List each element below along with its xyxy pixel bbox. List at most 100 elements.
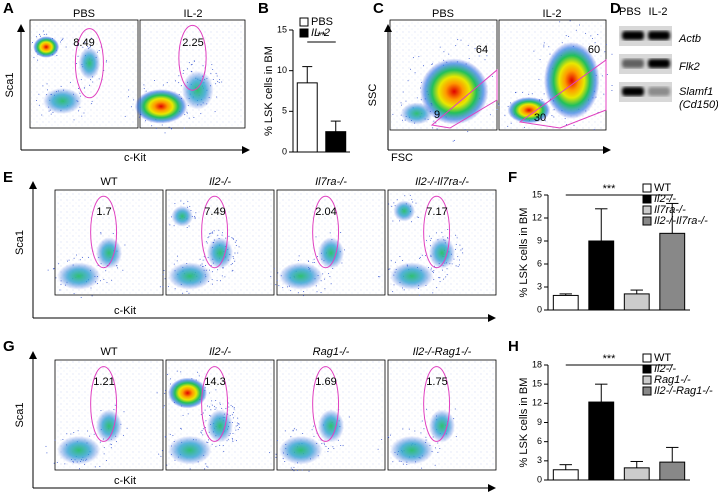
flow-dot [38,104,40,106]
flow-dot [178,94,180,96]
panel-letter: B [258,0,269,17]
flow-dot [332,446,334,448]
flow-dot [46,452,48,454]
flow-dot [38,93,40,95]
flow-dot [425,436,427,438]
flow-dot [298,255,300,257]
flow-dot [399,255,401,257]
flow-dot [225,237,227,239]
flow-dot [410,68,412,70]
flow-density [168,262,212,290]
gate-value: 9 [434,109,440,121]
flow-dot [187,201,189,203]
flow-dot [180,200,182,202]
panel-letter: E [3,169,13,186]
flow-dot [313,261,315,263]
flow-dot [76,63,78,65]
flow-dot [173,225,175,227]
flow-dot [235,240,237,242]
flow-dot [105,270,107,272]
flow-dot [78,44,80,46]
flow-dot [158,453,160,455]
flow-dot [230,264,232,266]
flow-dot [431,270,433,272]
flow-dot [37,59,39,61]
flow-dot [231,438,233,440]
flow-density [42,88,82,114]
legend-swatch [642,194,652,204]
flow-density [182,70,214,110]
flow-dot [133,99,135,101]
flow-dot [431,64,433,66]
flow-dot [400,104,402,106]
flow-dot [273,268,275,270]
flow-dot [216,280,218,282]
flow-dot [235,245,237,247]
flow-dot [100,410,102,412]
flow-dot [82,46,84,48]
flow-dot [316,256,318,258]
flow-dot [341,262,343,264]
panel-letter: C [373,0,384,17]
flow-dot [290,436,292,438]
flow-dot [301,469,303,471]
flow-dot [284,430,286,432]
flow-dot [223,450,225,452]
flow-dot [161,124,163,126]
flow-dot [439,46,441,48]
flow-dot [234,252,236,254]
flow-density [33,36,60,58]
plot-title: Il2-/-Rag1-/- [413,346,472,358]
flow-dot [423,428,425,430]
panel-letter: A [3,0,14,17]
gel-band [622,87,644,96]
lane-label: PBS [619,6,641,18]
flow-dot [98,78,100,80]
flow-dot [507,125,509,127]
flow-dot [237,252,239,254]
flow-dot [327,451,329,453]
flow-dot [419,257,421,259]
flow-dot [167,286,169,288]
flow-dot [91,100,93,102]
flow-dot [94,466,96,468]
flow-dot [377,448,379,450]
flow-dot [458,264,460,266]
flow-dot [340,445,342,447]
legend-label: PBS [311,16,333,28]
flow-dot [58,263,60,265]
flow-dot [205,420,207,422]
flow-dot [414,430,416,432]
flow-dot [60,86,62,88]
flow-dot [162,274,164,276]
flow-dot [212,69,214,71]
flow-dot [207,237,209,239]
flow-dot [180,97,182,99]
y-tick-label: 9 [537,235,542,245]
flow-dot [315,236,317,238]
significance: *** [603,183,617,195]
flow-dot [166,82,168,84]
flow-dot [80,79,82,81]
flow-dot [478,55,480,57]
flow-dot [486,55,488,57]
flow-dot [184,114,186,116]
y-tick-label: 5 [282,106,287,116]
flow-dot [393,284,395,286]
flow-dot [216,96,218,98]
flow-dot [65,46,67,48]
plot-title: IL-2 [543,8,562,20]
gate [430,68,498,129]
flow-dot [202,259,204,261]
flow-dot [73,431,75,433]
flow-dot [510,102,512,104]
flow-dot [543,46,545,48]
flow-dot [219,403,221,405]
flow-dot [186,112,188,114]
flow-dot [464,129,466,131]
flow-dot [323,442,325,444]
flow-dot [209,233,211,235]
flow-dot [232,439,234,441]
y-axis-label: % LSK cells in BM [263,46,275,136]
flow-dot [202,265,204,267]
